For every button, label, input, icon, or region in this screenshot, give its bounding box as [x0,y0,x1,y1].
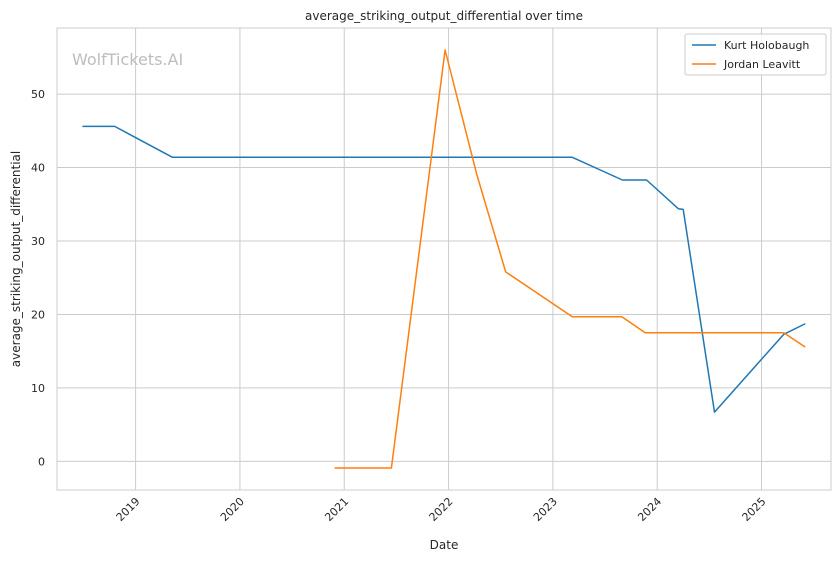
y-tick-label: 30 [31,235,45,248]
legend: Kurt Holobaugh Jordan Leavitt [684,33,827,76]
series-lines [82,49,806,469]
legend-box [684,33,827,76]
y-tick-label: 50 [31,88,45,101]
legend-label-kurt-holobaugh: Kurt Holobaugh [724,39,809,52]
y-tick-label: 20 [31,308,45,321]
x-axis-title: Date [430,538,459,552]
plot-area-frame [56,27,832,491]
y-axis-ticks: 0 10 20 30 40 50 [31,88,45,468]
legend-label-jordan-leavitt: Jordan Leavitt [723,58,801,71]
chart-title: average_striking_output_differential ove… [305,9,583,23]
y-tick-label: 10 [31,382,45,395]
series-line-kurt-holobaugh [82,125,806,413]
series-line-jordan-leavitt [334,49,806,469]
y-axis-title: average_striking_output_differential [9,151,23,367]
y-tick-label: 40 [31,162,45,175]
y-tick-label: 0 [38,455,45,468]
gridlines [57,28,831,490]
watermark: WolfTickets.AI [72,50,183,69]
